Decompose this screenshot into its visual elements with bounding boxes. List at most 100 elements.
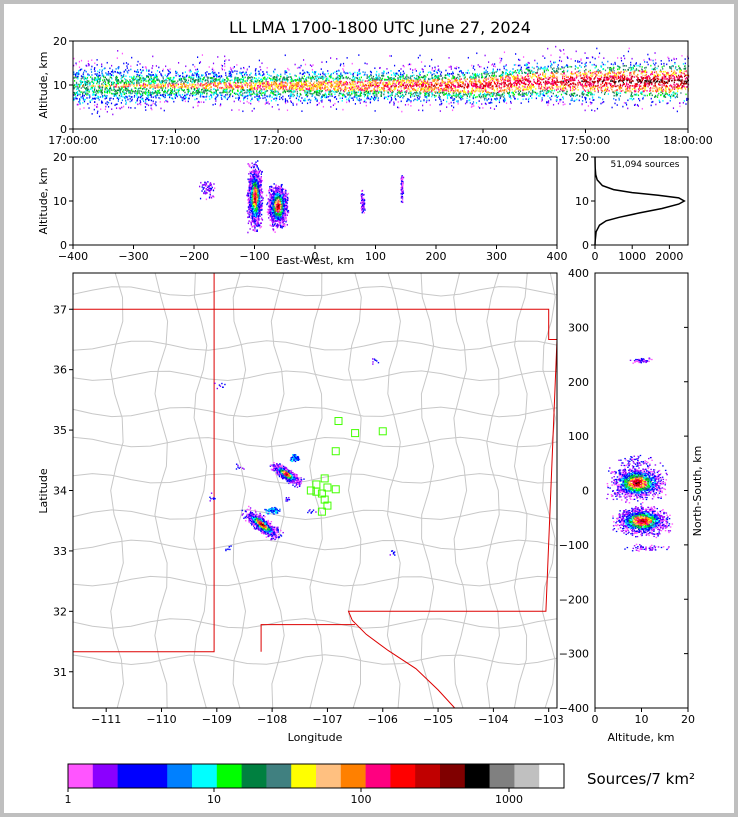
source-point [663,95,665,98]
source-point [621,75,623,78]
source-point [440,71,443,74]
source-point [348,90,350,92]
source-point [651,83,653,86]
source-point [634,85,636,87]
source-point [118,72,120,74]
source-point [121,99,123,102]
source-point [611,80,613,82]
source-point [596,70,598,72]
source-point [630,90,632,93]
source-point [204,87,206,90]
source-point [494,83,496,85]
source-point [422,109,424,112]
source-point [224,95,226,98]
source-point [434,96,436,98]
source-point [117,50,119,52]
source-point [357,73,359,76]
source-point [386,82,388,84]
source-point [499,94,501,97]
source-point [401,94,404,96]
source-point [680,92,682,94]
source-point [613,94,615,97]
source-point [513,84,515,87]
source-point [658,92,660,95]
source-point [271,90,273,93]
source-point [615,90,617,93]
source-point [519,59,521,62]
source-point [295,80,297,82]
source-point [115,103,117,106]
source-point [493,72,495,75]
source-point [403,87,405,90]
source-point [354,83,356,85]
source-point [603,101,605,103]
source-point [617,68,619,71]
source-point [589,61,591,64]
source-point [120,82,122,84]
source-point [316,82,318,85]
source-point [469,102,471,104]
source-point [502,71,504,74]
source-point [155,65,158,67]
source-point [86,97,88,99]
source-point [428,89,431,91]
source-point [406,98,409,101]
source-point [467,90,469,92]
source-point [164,78,167,81]
source-point [73,96,75,99]
source-point [481,87,483,90]
source-point [684,71,686,73]
source-point [83,98,85,101]
source-point [357,95,359,97]
source-point [562,72,565,74]
source-point [632,67,635,69]
source-point [138,96,140,98]
source-point [252,78,254,80]
source-point [592,85,595,88]
source-point [257,79,259,81]
source-point [127,81,130,83]
source-point [664,95,666,98]
source-point [601,80,603,83]
source-point [93,93,95,96]
source-point [467,83,470,86]
source-point [82,71,85,74]
source-point [615,85,617,88]
source-point [536,72,538,75]
source-point [512,91,514,94]
source-point [411,75,413,77]
source-point [175,74,177,77]
source-point [238,109,240,111]
source-point [215,100,217,102]
source-point [661,66,663,68]
source-point [122,75,124,78]
source-point [272,81,275,83]
source-point [654,58,657,61]
source-point [384,96,386,99]
source-point [185,79,187,81]
source-point [602,85,604,88]
source-point [87,73,89,75]
source-point [528,62,530,64]
source-point [492,68,494,71]
source-point [82,73,84,76]
source-point [603,93,606,96]
source-point [305,93,308,96]
source-point [586,89,588,91]
source-point [650,79,652,81]
source-point [134,78,136,81]
source-point [632,68,634,71]
source-point [415,84,417,86]
source-point [177,83,179,86]
source-point [366,63,368,65]
source-point [419,74,421,76]
source-point [285,81,287,84]
source-point [487,73,490,75]
source-point [471,103,473,106]
source-point [167,90,169,92]
source-point [82,101,84,104]
source-point [335,80,337,82]
source-point [241,78,243,81]
source-point [457,103,459,105]
source-point [88,97,90,99]
